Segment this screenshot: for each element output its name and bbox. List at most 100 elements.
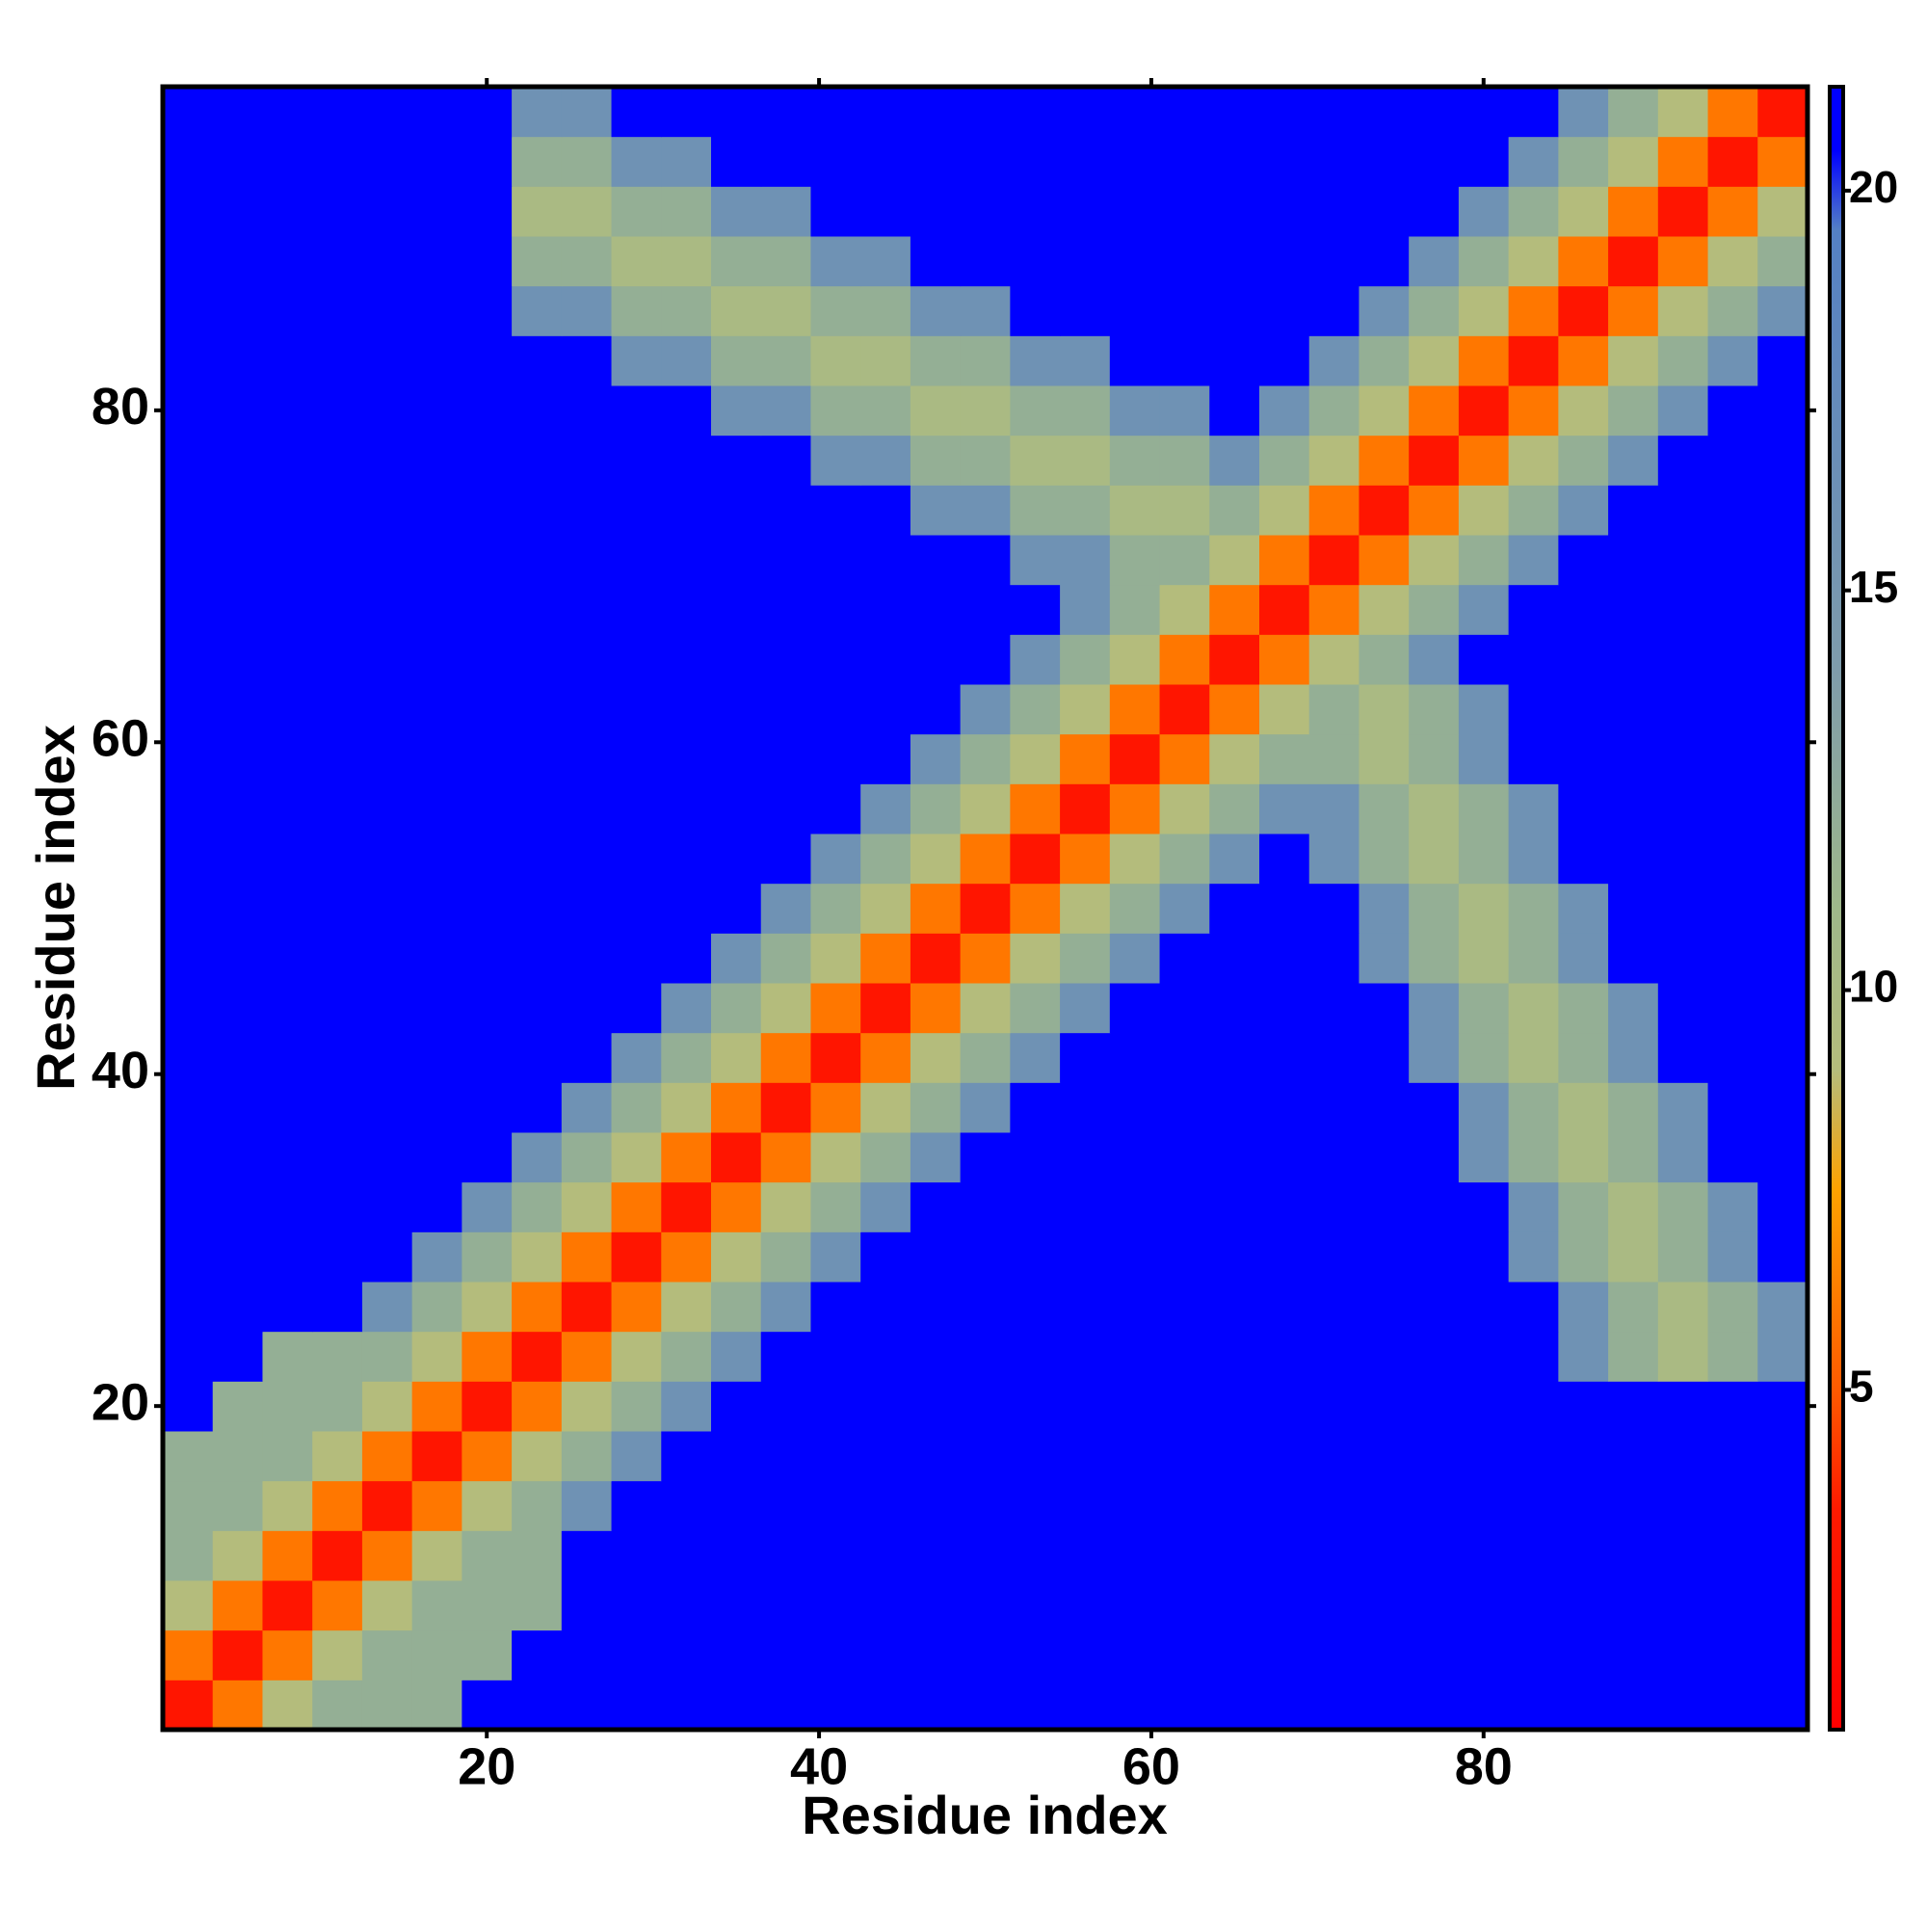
heatmap-cell [411,883,462,934]
heatmap-cell [960,684,1011,735]
heatmap-cell [312,1032,363,1083]
heatmap-cell [1308,834,1359,885]
heatmap-cell [1608,1132,1659,1183]
heatmap-cell [1159,684,1210,735]
heatmap-cell [1707,485,1758,536]
heatmap-cell [561,136,613,187]
x-tick-label: 40 [790,1737,848,1795]
heatmap-cell [1308,1082,1359,1133]
heatmap-cell [611,634,662,685]
heatmap-cell [960,1231,1011,1283]
heatmap-cell [1757,136,1808,187]
heatmap-cell [411,236,462,287]
heatmap-cell [312,1181,363,1232]
heatmap-cell [760,983,811,1034]
heatmap-cell [1308,1282,1359,1333]
heatmap-cell [611,87,662,138]
heatmap-cell [1458,883,1510,934]
heatmap-cell [1707,783,1758,834]
heatmap-cell [1458,584,1510,635]
heatmap-cell [512,733,563,784]
heatmap-cell [1757,435,1808,486]
heatmap-cell [611,933,662,984]
heatmap-cell [1259,1231,1310,1283]
heatmap-cell [1259,136,1310,187]
heatmap-cell [910,1381,962,1432]
heatmap-cell [1757,1032,1808,1083]
heatmap-cell [1558,634,1609,685]
heatmap-cell [561,1381,613,1432]
heatmap-cell [1458,136,1510,187]
heatmap-cell [1458,733,1510,784]
heatmap-cell [212,1480,263,1531]
heatmap-cell [1209,136,1260,187]
heatmap-cell [1458,1680,1510,1731]
heatmap-cell [1707,136,1758,187]
heatmap-cell [1109,1480,1161,1531]
heatmap-cell [312,933,363,984]
heatmap-cell [760,236,811,287]
heatmap-cell [1608,733,1659,784]
heatmap-cell [462,1132,513,1183]
heatmap-cell [163,834,214,885]
heatmap-cell [810,1331,861,1382]
heatmap-cell [1757,1530,1808,1581]
heatmap-cell [910,1331,962,1382]
heatmap-cell [462,684,513,735]
heatmap-cell [1508,883,1559,934]
heatmap-cell [462,1331,513,1382]
heatmap-cell [910,584,962,635]
heatmap-cell [1010,1181,1061,1232]
heatmap-cell [1010,834,1061,885]
heatmap-cell [163,1580,214,1631]
heatmap-cell [1558,1580,1609,1631]
heatmap-cell [1109,933,1161,984]
heatmap-cell [1159,1480,1210,1531]
heatmap-cell [1259,435,1310,486]
heatmap-cell [760,834,811,885]
heatmap-cell [462,1431,513,1482]
heatmap-cell [1409,186,1460,237]
heatmap-cell [1060,883,1111,934]
heatmap-cell [163,1629,214,1681]
heatmap-cell [1159,1082,1210,1133]
heatmap-cell [1359,634,1410,685]
heatmap-cell [711,733,762,784]
heatmap-cell [960,1431,1011,1482]
heatmap-cell [1308,1480,1359,1531]
heatmap-cell [860,87,911,138]
heatmap-cell [1209,1282,1260,1333]
heatmap-cell [1757,1580,1808,1631]
heatmap-cell [1060,834,1111,885]
heatmap-cell [1458,1580,1510,1631]
heatmap-cell [1359,435,1410,486]
heatmap-cell [462,883,513,934]
heatmap-cell [1707,1082,1758,1133]
heatmap-cell [262,485,313,536]
heatmap-cell [661,236,712,287]
heatmap-cell [262,933,313,984]
heatmap-cell [312,1231,363,1283]
heatmap-cell [163,1680,214,1731]
heatmap-cell [1458,285,1510,336]
heatmap-cell [1359,1082,1410,1133]
heatmap-cell [1109,1132,1161,1183]
heatmap-cell [1757,1629,1808,1681]
heatmap-cell [611,435,662,486]
heatmap-cell [1458,1530,1510,1581]
heatmap-cell [163,1381,214,1432]
heatmap-cell [1458,1181,1510,1232]
heatmap-cell [1209,236,1260,287]
heatmap-cell [1259,1132,1310,1183]
heatmap-cell [1657,435,1709,486]
heatmap-cell [411,1431,462,1482]
heatmap-cell [1010,385,1061,437]
heatmap-cell [1757,1082,1808,1133]
heatmap-cell [810,1381,861,1432]
heatmap-cell [1508,485,1559,536]
heatmap-cell [1159,933,1210,984]
heatmap-cell [1308,883,1359,934]
heatmap-cell [661,1331,712,1382]
heatmap-cell [1558,584,1609,635]
heatmap-cell [462,136,513,187]
